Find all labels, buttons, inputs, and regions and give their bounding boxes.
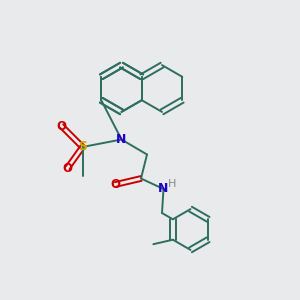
Text: O: O	[110, 178, 121, 191]
Text: O: O	[62, 161, 73, 175]
Text: O: O	[56, 119, 67, 133]
Text: N: N	[116, 133, 127, 146]
Text: H: H	[168, 178, 176, 189]
Text: S: S	[78, 140, 87, 154]
Text: N: N	[158, 182, 169, 196]
